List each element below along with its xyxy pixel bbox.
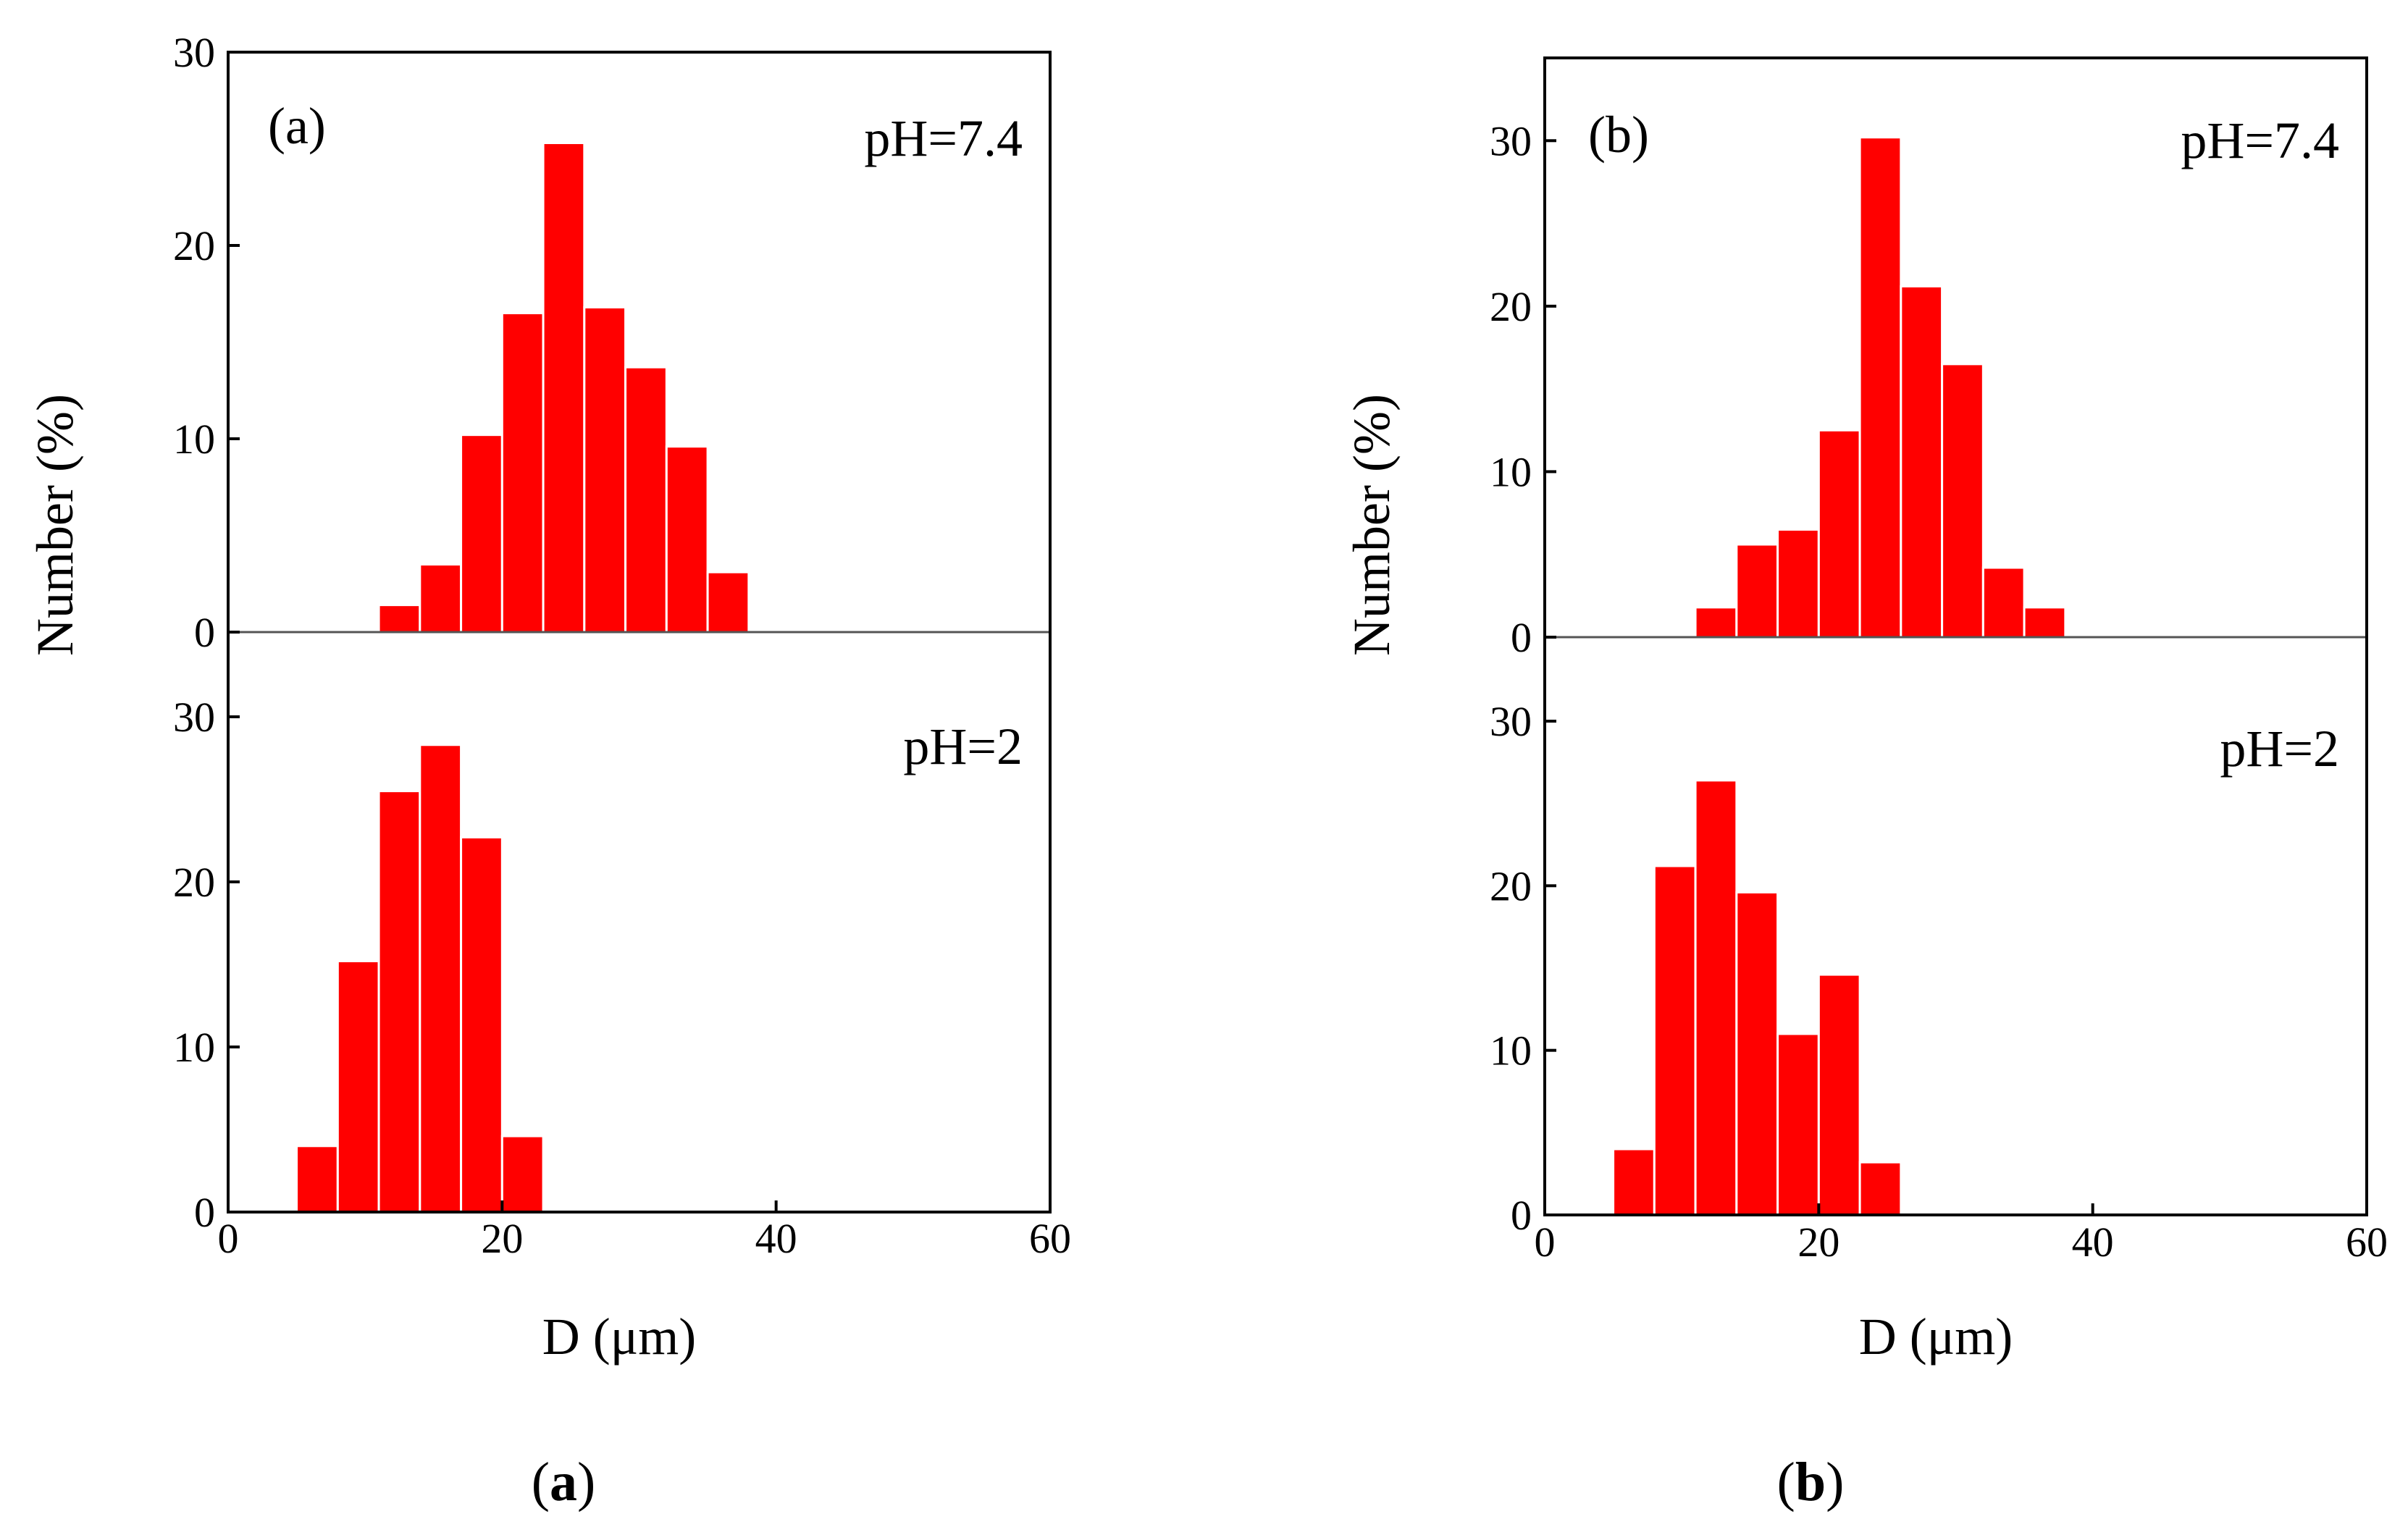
panel-a-bottom-y-tick-label: 20 [173,859,215,906]
panel-b-top-y-tick-label: 20 [1490,283,1532,330]
panel-a-plot-area: 0 10 20 30 0 10 20 30 0 20 40 60 [173,29,1071,1262]
panel-b-y-axis-title: Number (%) [1343,394,1401,656]
panel-b-bottom-bar [1858,1161,1903,1216]
panel-b-bottom-y-tick-label: 30 [1490,698,1532,745]
panel-a-top-y-tick-label: 10 [173,416,215,463]
caption-a-close: ) [577,1452,595,1513]
panel-a-top-bar [460,434,503,634]
caption-b: (b) [1777,1452,1845,1513]
panel-a-bottom-condition: pH=2 [903,718,1023,775]
panel-b-bottom-bar [1735,891,1779,1216]
panel-b-top-bar [1941,363,1984,639]
panel-b-top-bar [1981,566,2026,639]
panel-a-x-tick-label: 60 [1029,1215,1071,1262]
panel-a-bottom-bar [295,1145,339,1213]
panel-a-bottom-y-tick-label: 10 [173,1024,215,1071]
panel-a-x-tick-label: 40 [755,1215,797,1262]
caption-a-letter: a [550,1452,577,1513]
panel-a-top-bar [542,141,586,634]
panel-a-bottom-bar [377,790,421,1213]
panel-b-x-tick-label: 40 [2072,1219,2114,1266]
panel-a-top-bar [500,311,545,634]
panel-b-bottom-condition: pH=2 [2220,720,2339,778]
caption-a-open: ( [532,1452,550,1513]
panel-b-top-bar [1817,429,1861,639]
caption-b-letter: b [1795,1452,1826,1513]
panel-a-top-bar [377,604,421,634]
panel-a-top-y-tick-label: 30 [173,29,215,76]
panel-b: 0 10 20 30 0 10 20 30 0 20 40 60 (b) pH=7.4 pH=2 Nu… [1343,56,2388,1366]
caption-b-open: ( [1777,1452,1795,1513]
panel-a-bottom-bar [500,1135,545,1213]
panel-b-tag: (b) [1588,106,1649,164]
panel-a-top-bar [706,571,750,634]
panel-a-x-axis-title: D (μm) [542,1308,697,1366]
panel-b-plot-area: 0 10 20 30 0 10 20 30 0 20 40 60 [1490,117,2388,1266]
panel-b-top-bar [1735,543,1779,639]
panel-a-top-bar [583,306,627,634]
panel-a-top-bar [665,445,709,634]
panel-b-bottom-bar [1817,973,1861,1216]
panel-a-x-tick-label: 0 [218,1215,239,1262]
panel-a: 0 10 20 30 0 10 20 30 0 20 40 60 (a) pH=7.4 pH=2 Nu… [26,29,1071,1366]
panel-a-top-y-tick-label: 0 [194,609,215,656]
panel-a-top-bar [624,366,668,634]
panel-b-top-bar [1858,136,1903,639]
panel-b-x-tick-label: 0 [1535,1219,1556,1266]
panel-b-bottom-bar [1653,865,1697,1216]
panel-a-bottom-bar [460,836,503,1213]
panel-a-bottom-bar [419,744,463,1213]
panel-a-bottom-bar [336,959,380,1213]
panel-a-top-bar [419,563,463,634]
panel-b-x-tick-label: 60 [2346,1219,2388,1266]
panel-a-frame [227,51,1052,1213]
panel-b-bottom-y-tick-label: 10 [1490,1027,1532,1074]
panel-a-bottom-y-tick-label: 0 [194,1189,215,1236]
panel-b-top-bar [1900,285,1944,639]
panel-b-top-y-tick-label: 10 [1490,448,1532,495]
panel-b-frame [1543,56,2368,1216]
panel-b-top-bar [1776,528,1820,639]
panel-b-x-axis-title: D (μm) [1859,1308,2013,1366]
panel-b-bottom-y-tick-label: 0 [1511,1192,1532,1239]
panel-b-bottom-bar [1694,779,1738,1216]
panel-b-bottom-y-tick-label: 20 [1490,862,1532,909]
panel-a-tag: (a) [268,97,326,155]
caption-a: (a) [532,1452,596,1513]
panel-a-top-y-tick-label: 20 [173,222,215,269]
panel-a-y-axis-title: Number (%) [26,394,84,656]
panel-a-bottom-y-tick-label: 30 [173,694,215,741]
panel-b-top-y-tick-label: 30 [1490,117,1532,164]
panel-a-x-tick-label: 20 [481,1215,523,1262]
panel-b-bottom-bar [1612,1148,1656,1216]
panel-b-top-y-tick-label: 0 [1511,614,1532,661]
panel-b-bottom-bar [1776,1032,1820,1216]
panel-a-top-condition: pH=7.4 [864,109,1023,167]
panel-b-top-bar [2023,606,2067,639]
caption-b-close: ) [1826,1452,1844,1513]
panel-b-x-tick-label: 20 [1797,1219,1839,1266]
panel-b-top-condition: pH=7.4 [2181,112,2339,169]
panel-b-top-bar [1694,606,1738,639]
